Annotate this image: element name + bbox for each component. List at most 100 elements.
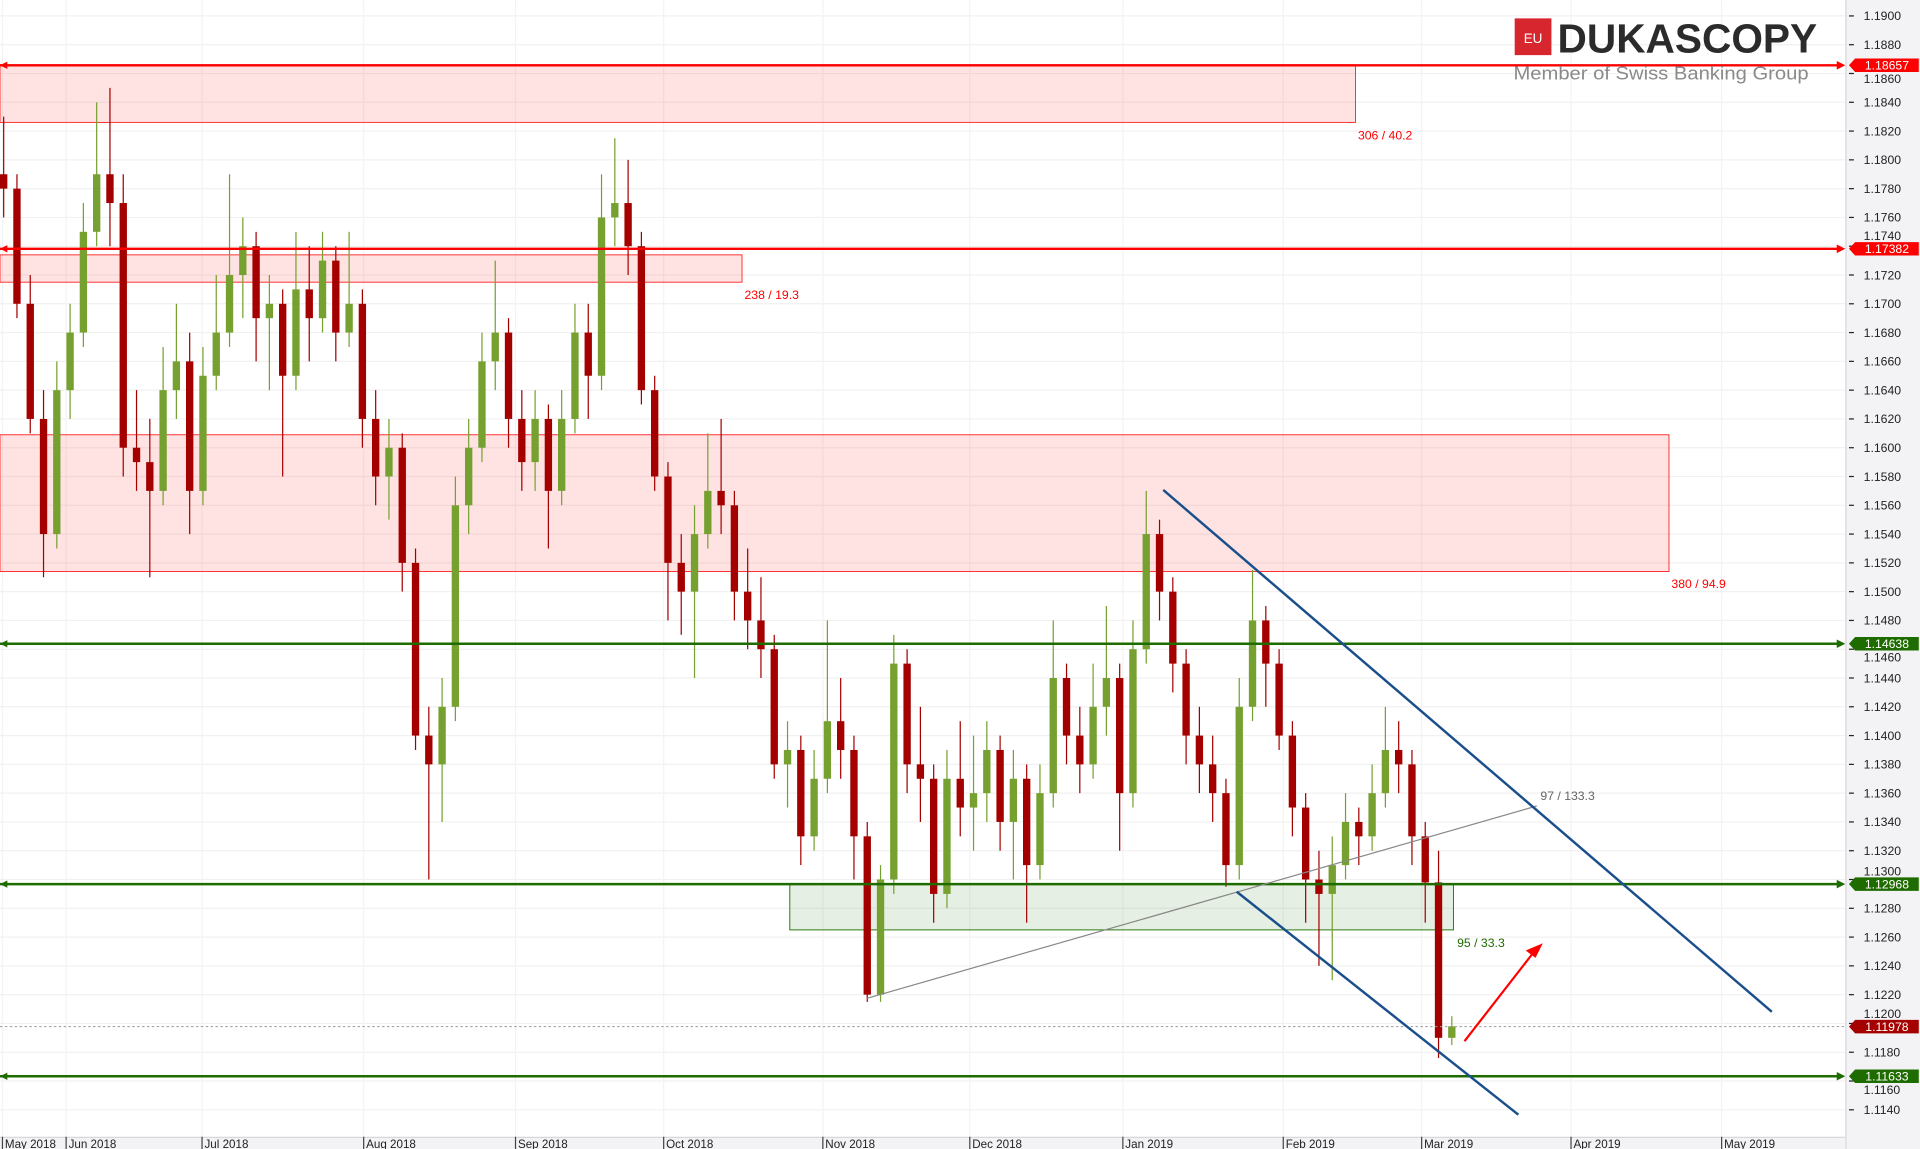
price-axis-ticks: 1.1140 1.1160 1.1180 1.1200 1.1220 1.1240 1.12… [1848,9,1902,1117]
candle-up [1341,821,1350,866]
candle-down [1169,591,1177,664]
price-tag-label: 1.17382 [1865,242,1909,256]
zone-label: 380 / 94.9 [1671,577,1726,591]
candle-up [385,447,393,477]
candle-up [1036,793,1044,866]
candle-up [172,361,181,391]
zone-resistance [0,434,1670,572]
y-tick-label: 1.1500 [1864,585,1902,599]
y-tick-label: 1.1280 [1864,902,1902,916]
candle-down [13,188,21,304]
price-tag-label: 1.12968 [1865,877,1909,891]
y-tick-label: 1.1380 [1864,758,1902,772]
candle-down [744,591,752,621]
y-tick-label: 1.1900 [1864,9,1902,23]
y-tick-label: 1.1760 [1864,211,1902,225]
zone-label: 95 / 33.3 [1457,936,1505,950]
candle-down [504,332,513,419]
candle-up [1009,778,1018,822]
y-tick-label: 1.1300 [1864,865,1902,879]
candle-down [651,390,659,477]
candle-up [783,749,792,765]
candle-down [730,505,739,592]
candle-down [1062,678,1071,736]
candle-up [451,505,460,707]
candle-down [279,303,287,376]
eu-badge-icon [1514,18,1552,56]
price-tag [1848,637,1919,651]
candle-down [1195,735,1204,765]
x-tick-label: Sep 2018 [518,1138,568,1149]
candle-down [757,620,765,650]
x-tick-label: Apr 2019 [1573,1138,1620,1149]
candle-up [1368,793,1376,837]
price-axis[interactable] [1845,0,1920,1149]
trendline [866,805,1537,999]
y-tick-label: 1.1160 [1864,1083,1901,1097]
y-tick-label: 1.1740 [1864,229,1902,243]
candle-up [1235,706,1243,866]
candle-down [1222,793,1230,866]
candle-up [571,332,579,419]
candle-up [53,390,61,535]
candle-up [292,289,300,376]
candle-up [345,303,353,333]
candle-down [863,836,871,995]
candle-up [890,663,898,880]
candle-down [850,749,858,837]
candle-down [1288,735,1297,808]
candle-down [1315,879,1323,894]
candle-up [159,390,167,491]
y-tick-label: 1.1880 [1864,38,1902,52]
y-tick-label: 1.1820 [1864,124,1902,138]
candle-down [518,418,526,463]
time-axis-ticks: May 2018 Jun 2018 Jul 2018 Aug 2018 Sep 2018… [1,1136,1775,1149]
candle-up [1142,534,1150,650]
candle-down [1302,807,1310,880]
x-tick-label: May 2019 [1724,1138,1775,1149]
candle-up [239,246,247,276]
candle-down [584,332,592,376]
candle-down [398,447,406,563]
x-tick-label: Feb 2019 [1286,1138,1335,1149]
candle-down [677,562,685,592]
candle-up [1328,865,1336,894]
candle-down [146,462,154,491]
candle-up [79,231,88,333]
candle-down [797,749,805,837]
candle-down [186,361,194,491]
y-tick-label: 1.1200 [1864,1007,1902,1021]
candle-up [704,490,712,535]
channel-upper-line [1162,489,1773,1013]
candle-up [438,706,446,765]
candle-up [478,361,486,448]
candle-up [1448,1026,1456,1038]
price-tag [1848,877,1919,891]
candle-up [93,174,101,232]
zone-resistance [0,64,1357,123]
candle-down [624,203,632,247]
arrow-up-line [1463,952,1534,1042]
price-tag-label: 1.18657 [1865,59,1909,73]
candle-down [996,749,1004,822]
candle-down [425,735,433,765]
candle-up [983,749,991,794]
candle-down [39,418,48,535]
price-tag-label: 1.14638 [1865,637,1909,651]
candle-down [544,418,553,491]
candle-up [491,332,499,362]
candle-down [1076,735,1084,765]
zone-label: 238 / 19.3 [744,288,799,302]
y-tick-label: 1.1360 [1864,786,1902,800]
candle-up [690,534,699,592]
candle-down [1275,663,1283,736]
candle-up [265,303,274,319]
candle-down [1395,749,1403,765]
candle-down [1023,778,1031,866]
candle-down [1434,882,1443,1038]
candle-down [358,303,367,419]
time-axis[interactable] [0,1136,1846,1149]
y-tick-label: 1.1460 [1864,651,1902,665]
x-tick-label: May 2018 [5,1138,56,1149]
